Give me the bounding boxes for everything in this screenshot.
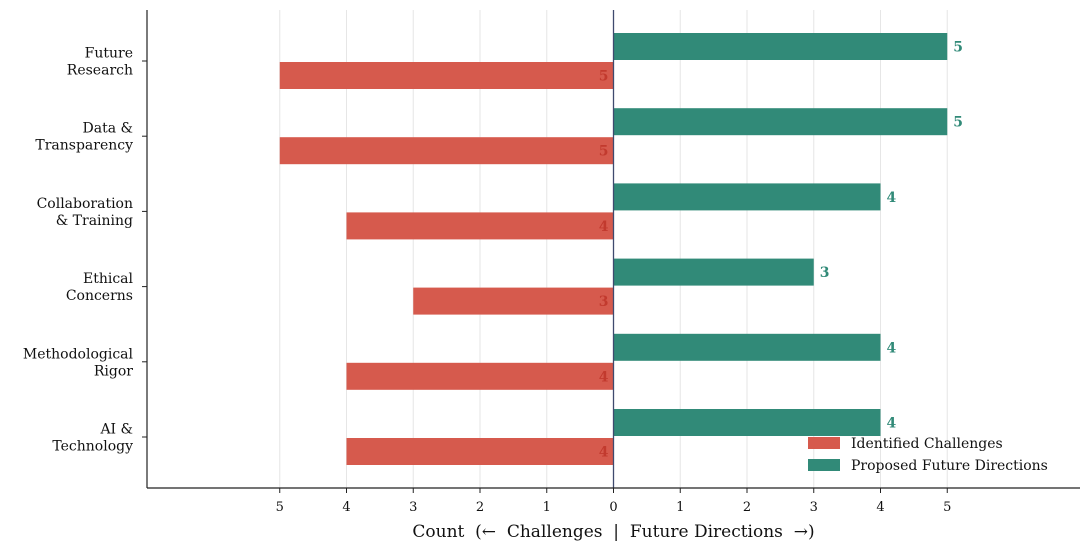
x-tick-label: 1 xyxy=(543,500,551,515)
data-label-challenges: 3 xyxy=(599,294,609,310)
legend: Identified Challenges Proposed Future Dir… xyxy=(808,436,1048,474)
bar-future-directions xyxy=(613,33,948,60)
data-label-future-directions: 4 xyxy=(887,340,897,356)
y-tick-label: Ethical Concerns xyxy=(66,271,134,304)
bar-future-directions xyxy=(613,333,881,361)
bar-challenges xyxy=(346,438,614,465)
x-axis-ticks: 5 4 3 2 1 0 1 2 3 4 5 xyxy=(276,488,951,515)
bar-challenges xyxy=(346,212,614,240)
data-label-challenges: 5 xyxy=(599,69,609,85)
x-axis-label: Count (← Challenges | Future Directions … xyxy=(412,522,814,542)
legend-label: Identified Challenges xyxy=(851,436,1003,452)
x-tick-label: 5 xyxy=(276,500,284,515)
bar-future-directions xyxy=(613,108,948,136)
data-label-challenges: 5 xyxy=(599,144,609,160)
bar-challenges xyxy=(413,287,614,315)
data-labels: 5 5 5 5 4 4 3 3 4 4 4 4 xyxy=(599,40,963,461)
y-tick-label: Future Research xyxy=(67,46,133,79)
data-label-future-directions: 4 xyxy=(887,190,897,206)
legend-label: Proposed Future Directions xyxy=(851,458,1048,474)
y-tick-label: Collaboration & Training xyxy=(37,196,133,229)
data-label-challenges: 4 xyxy=(599,219,609,235)
data-label-future-directions: 5 xyxy=(953,40,963,56)
x-tick-label: 0 xyxy=(609,500,617,515)
data-label-future-directions: 4 xyxy=(887,416,897,432)
data-label-challenges: 4 xyxy=(599,369,609,385)
data-label-future-directions: 5 xyxy=(953,115,963,131)
x-tick-label: 2 xyxy=(476,500,484,515)
y-axis-ticks: Future Research Data & Transparency Collabor… xyxy=(23,46,147,455)
x-tick-label: 1 xyxy=(676,500,684,515)
bar-future-directions xyxy=(613,183,881,211)
bar-future-directions xyxy=(613,409,881,436)
x-tick-label: 3 xyxy=(409,500,417,515)
x-tick-label: 4 xyxy=(342,500,350,515)
y-tick-label: Methodological Rigor xyxy=(23,346,134,379)
x-tick-label: 3 xyxy=(810,500,818,515)
bars xyxy=(279,33,948,465)
y-tick-label: AI & Technology xyxy=(52,422,133,455)
legend-swatch xyxy=(808,459,840,471)
x-tick-label: 4 xyxy=(876,500,884,515)
bar-challenges xyxy=(279,62,614,89)
legend-swatch xyxy=(808,437,840,449)
data-label-future-directions: 3 xyxy=(820,265,830,281)
bar-challenges xyxy=(279,137,614,165)
bar-future-directions xyxy=(613,258,814,286)
x-tick-label: 5 xyxy=(943,500,951,515)
x-tick-label: 2 xyxy=(743,500,751,515)
y-tick-label: Data & Transparency xyxy=(35,121,133,154)
data-label-challenges: 4 xyxy=(599,445,609,461)
bar-challenges xyxy=(346,362,614,390)
